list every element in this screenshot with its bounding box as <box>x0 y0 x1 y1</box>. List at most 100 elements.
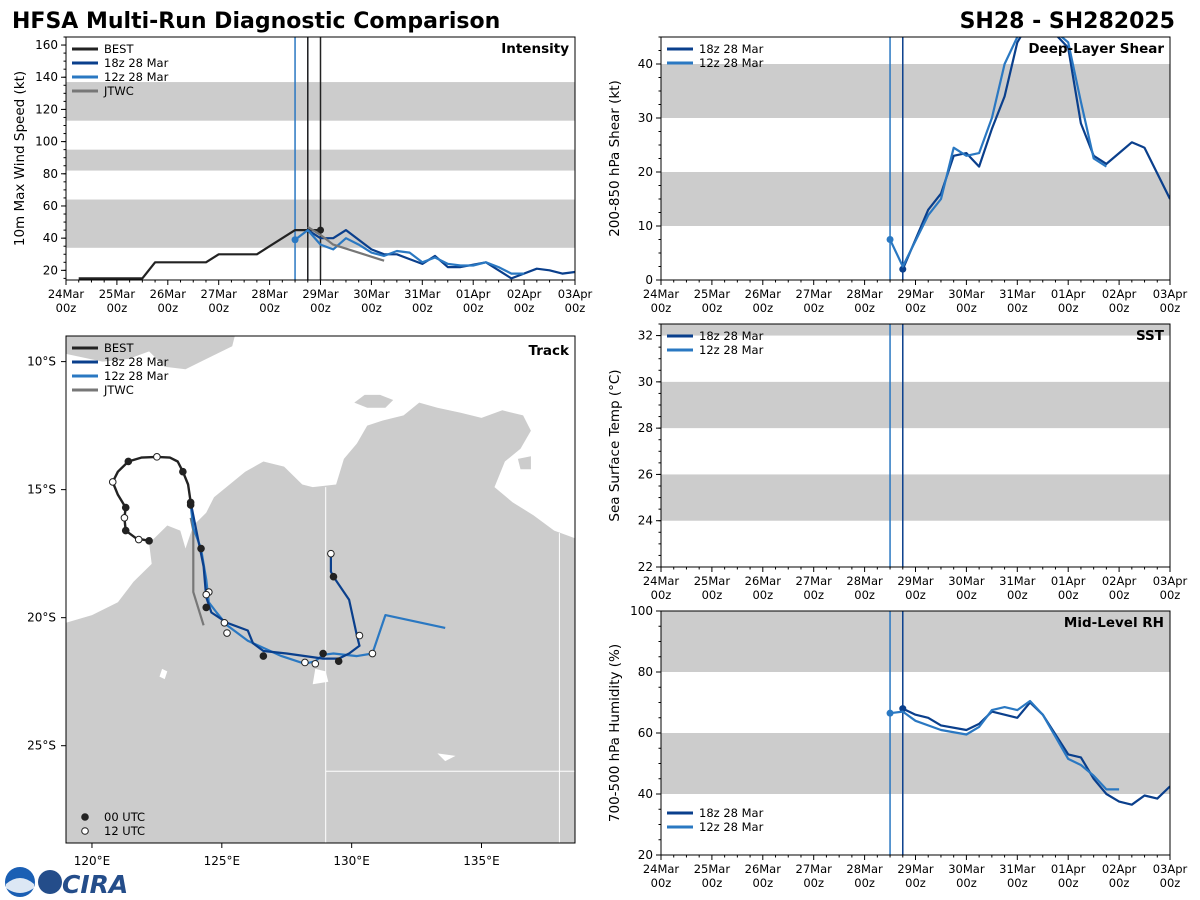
y-tick-label: 24 <box>638 514 653 528</box>
x-tick-label-hour: 00z <box>702 876 723 890</box>
legend-label: 18z 28 Mar <box>104 56 169 70</box>
track-marker-00utc <box>202 603 211 612</box>
legend-label: 18z 28 Mar <box>699 806 764 820</box>
y-tick-label: 120 <box>35 102 58 116</box>
x-tick-label-day: 01Apr <box>1051 862 1086 876</box>
x-tick-label-day: 28Mar <box>846 287 883 301</box>
x-tick-label-day: 24Mar <box>48 287 85 301</box>
x-tick-label-hour: 00z <box>463 301 484 315</box>
track-marker-12utc <box>327 549 335 558</box>
track-marker-00utc <box>145 537 153 545</box>
x-tick-label-day: 01Apr <box>1051 574 1086 588</box>
x-tick-label-hour: 00z <box>803 588 824 602</box>
y-tick-label: 10 <box>638 219 653 233</box>
y-tick-label: 28 <box>638 421 653 435</box>
panel-title: Track <box>529 343 570 359</box>
x-tick-label-hour: 00z <box>1007 588 1028 602</box>
x-tick-label-day: 30Mar <box>353 287 390 301</box>
x-tick-label-hour: 00z <box>752 301 773 315</box>
x-tick-label-hour: 00z <box>905 301 926 315</box>
panel-title: Mid-Level RH <box>1064 615 1164 631</box>
x-tick-label-hour: 00z <box>412 301 433 315</box>
y-tick-label: 10°S <box>27 355 56 369</box>
x-tick-label-hour: 00z <box>752 588 773 602</box>
marker-legend-symbol <box>81 813 89 821</box>
y-tick-label: 160 <box>35 38 58 52</box>
x-tick-label-day: 24Mar <box>643 287 680 301</box>
x-tick-label-day: 24Mar <box>643 862 680 876</box>
legend-label: BEST <box>104 341 134 355</box>
y-tick-label: 20 <box>638 165 653 179</box>
x-tick-label-hour: 00z <box>1109 588 1130 602</box>
y-axis-label: 10m Max Wind Speed (kt) <box>12 71 28 246</box>
series-line-best <box>78 229 321 280</box>
x-tick-label-hour: 00z <box>1109 301 1130 315</box>
x-tick-label-day: 03Apr <box>1153 574 1188 588</box>
x-tick-label-day: 30Mar <box>948 287 985 301</box>
x-tick-label-day: 29Mar <box>897 862 934 876</box>
rh-panel: 24Mar00z25Mar00z26Mar00z27Mar00z28Mar00z… <box>607 604 1188 890</box>
x-tick-label-day: 27Mar <box>796 287 833 301</box>
y-tick-label: 25°S <box>27 739 56 753</box>
x-tick-label-hour: 00z <box>854 876 875 890</box>
intensity-panel: 24Mar00z25Mar00z26Mar00z27Mar00z28Mar00z… <box>12 36 593 315</box>
series-marker <box>899 705 907 713</box>
x-tick-label-hour: 00z <box>157 301 178 315</box>
y-tick-label: 20 <box>638 848 653 862</box>
series-line-12z-28-mar <box>889 699 1120 791</box>
x-tick-label-hour: 00z <box>803 876 824 890</box>
sst-panel: 24Mar00z25Mar00z26Mar00z27Mar00z28Mar00z… <box>607 323 1188 602</box>
x-tick-label-day: 27Mar <box>201 287 238 301</box>
track-marker-00utc <box>124 457 133 466</box>
marker-legend-symbol <box>81 827 89 835</box>
track-marker-00utc <box>334 657 343 665</box>
x-tick-label-hour: 00z <box>208 301 229 315</box>
track-marker-12utc <box>120 514 129 522</box>
lake <box>437 753 456 762</box>
y-tick-label: 100 <box>35 135 58 149</box>
legend-label: JTWC <box>103 84 134 98</box>
x-tick-label-hour: 00z <box>1160 588 1181 602</box>
axes-frame <box>65 335 576 844</box>
y-tick-label: 40 <box>638 787 653 801</box>
x-tick-label-hour: 00z <box>702 301 723 315</box>
x-tick-label-day: 24Mar <box>643 574 680 588</box>
y-tick-label: 15°S <box>27 483 56 497</box>
x-tick-label-day: 28Mar <box>251 287 288 301</box>
x-tick-label-day: 29Mar <box>302 287 339 301</box>
x-tick-label-hour: 00z <box>956 588 977 602</box>
map-area <box>66 336 575 843</box>
y-tick-label: 0 <box>645 273 653 287</box>
x-tick-label-hour: 00z <box>1109 876 1130 890</box>
y-axis-label: Sea Surface Temp (°C) <box>607 369 623 521</box>
x-tick-label-hour: 00z <box>1007 876 1028 890</box>
track-marker-00utc <box>121 503 130 512</box>
x-tick-label-hour: 00z <box>1058 588 1079 602</box>
series-marker <box>886 709 894 717</box>
x-tick-label-day: 26Mar <box>745 862 782 876</box>
series-line-12z-28-mar <box>294 229 525 275</box>
y-tick-label: 20 <box>43 263 58 277</box>
x-tick-label-day: 03Apr <box>1153 287 1188 301</box>
x-tick-label-day: 01Apr <box>456 287 491 301</box>
x-tick-label-day: 26Mar <box>150 287 187 301</box>
island-melville <box>354 394 394 408</box>
y-tick-label: 32 <box>638 329 653 343</box>
legend-label: 18z 28 Mar <box>104 355 169 369</box>
y-tick-label: 40 <box>43 231 58 245</box>
y-tick-label: 60 <box>43 199 58 213</box>
x-tick-label-day: 29Mar <box>897 574 934 588</box>
x-tick-label-day: 28Mar <box>846 574 883 588</box>
x-tick-label-day: 25Mar <box>694 574 731 588</box>
x-tick-label-hour: 00z <box>1007 301 1028 315</box>
legend-label: 12z 28 Mar <box>699 56 764 70</box>
track-marker-00utc <box>179 467 187 476</box>
x-tick-label-day: 01Apr <box>1051 287 1086 301</box>
series-marker <box>899 265 907 273</box>
series-line-18z-28-mar <box>901 37 1170 270</box>
track-panel: 120°E 125°E 130°E 135°E 10°S 15°S 20°S 25°S Trac… <box>27 335 576 868</box>
x-tick-label-hour: 00z <box>651 301 672 315</box>
shear-panel: 24Mar00z25Mar00z26Mar00z27Mar00z28Mar00z… <box>607 36 1188 315</box>
x-tick-label-day: 26Mar <box>745 287 782 301</box>
track-marker-12utc <box>223 629 231 637</box>
